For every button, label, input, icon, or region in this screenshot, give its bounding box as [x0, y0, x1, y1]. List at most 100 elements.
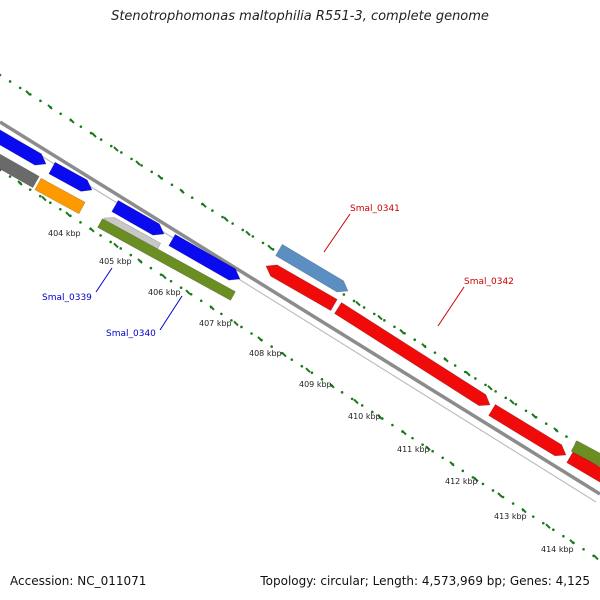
- inner-dotted-guide: [310, 371, 314, 375]
- inner-tick-mark: [233, 320, 239, 327]
- inner-dotted-guide: [421, 443, 424, 446]
- outer-dotted-guide: [342, 293, 346, 296]
- outer-tick-mark: [223, 216, 229, 222]
- outer-tick-mark: [113, 146, 119, 152]
- gene-label: Smal_0339: [42, 293, 92, 303]
- outer-tick-mark: [267, 244, 273, 251]
- inner-tick-mark: [425, 445, 431, 451]
- gene-red: [566, 450, 600, 483]
- inner-dotted-guide: [552, 528, 555, 531]
- inner-dotted-guide: [119, 247, 123, 250]
- outer-dotted-guide: [413, 338, 417, 342]
- gene-blue: [0, 129, 47, 166]
- label-leader-line: [437, 286, 465, 327]
- tick-label: 413 kbp: [494, 512, 527, 521]
- inner-tick-mark: [497, 492, 503, 498]
- inner-tick-mark: [473, 476, 479, 483]
- inner-dotted-guide: [441, 456, 444, 460]
- inner-dotted-guide: [582, 548, 585, 551]
- inner-tick-mark: [41, 195, 47, 202]
- label-leader-line: [159, 295, 183, 331]
- dotted-guides: [0, 73, 599, 561]
- outer-tick-mark: [487, 385, 493, 391]
- inner-dotted-guide: [169, 279, 173, 283]
- outer-dotted-guide: [39, 99, 42, 103]
- gene-label: Smal_0340: [106, 329, 156, 339]
- gene-smal-0341: [275, 244, 349, 293]
- outer-tick-mark: [135, 160, 141, 166]
- outer-tick-mark: [509, 399, 515, 405]
- outer-dotted-guide: [99, 138, 103, 141]
- outer-dotted-guide: [211, 209, 214, 212]
- outer-dotted-guide: [59, 112, 62, 116]
- outer-dotted-guide: [393, 325, 396, 329]
- inner-tick-mark: [281, 351, 287, 358]
- map-title: Stenotrophomonas maltophilia R551-3, com…: [111, 9, 489, 24]
- gene-features: [0, 129, 600, 483]
- tick-label: 414 kbp: [541, 545, 574, 554]
- tick-label: 412 kbp: [445, 477, 478, 486]
- inner-dotted-guide: [59, 207, 62, 211]
- outer-dotted-guide: [352, 299, 356, 303]
- tick-label: 405 kbp: [99, 257, 132, 266]
- backbone-line: [0, 120, 600, 496]
- inner-dotted-guide: [149, 266, 153, 270]
- inner-dotted-guide: [360, 404, 364, 407]
- inner-dotted-guide: [230, 319, 233, 322]
- outer-dotted-guide: [130, 157, 133, 161]
- outer-tick-mark: [399, 328, 405, 335]
- inner-tick-mark: [305, 367, 311, 373]
- outer-tick-mark: [245, 230, 251, 237]
- label-leader-line: [323, 213, 351, 253]
- summary-text: Topology: circular; Length: 4,573,969 bp…: [260, 574, 590, 588]
- inner-dotted-guide: [511, 502, 515, 505]
- outer-dotted-guide: [170, 183, 174, 187]
- gene-labels: Smal_0339 Smal_0340 Smal_0341 Smal_0342: [42, 204, 514, 339]
- outer-tick-mark: [443, 356, 449, 363]
- gene-gray: [0, 153, 40, 189]
- outer-dotted-guide: [140, 164, 143, 167]
- outer-tick-mark: [553, 427, 559, 433]
- outer-tick-mark: [421, 342, 427, 349]
- outer-dotted-guide: [504, 396, 508, 400]
- outer-tick-mark: [201, 202, 207, 208]
- outer-dotted-guide: [190, 196, 194, 199]
- outer-dotted-guide: [18, 86, 22, 90]
- gene-blue: [111, 199, 165, 236]
- gene-smal-0342: [334, 302, 491, 406]
- outer-dotted-guide: [372, 312, 376, 316]
- gene-orange: [34, 177, 86, 215]
- outer-dotted-guide: [221, 215, 224, 219]
- inner-tick-mark: [65, 211, 71, 217]
- outer-dotted-guide: [362, 306, 366, 309]
- inner-dotted-guide: [199, 299, 203, 303]
- outer-dotted-guide: [524, 409, 528, 413]
- outer-dotted-guide: [494, 390, 497, 393]
- inner-tick-mark: [593, 554, 599, 561]
- outer-dotted-guide: [8, 80, 12, 83]
- tick-label: 404 kbp: [48, 229, 81, 238]
- outer-dotted-guide: [109, 144, 113, 148]
- gene-blue: [168, 233, 241, 281]
- inner-dotted-guide: [542, 521, 545, 525]
- tick-label: 407 kbp: [199, 319, 232, 328]
- inner-dotted-guide: [8, 175, 12, 178]
- inner-dotted-guide: [320, 377, 324, 381]
- inner-dotted-guide: [350, 397, 354, 401]
- outer-tick-mark: [69, 118, 75, 124]
- gene-olive: [97, 218, 236, 301]
- inner-dotted-guide: [531, 515, 535, 518]
- gene-olive: [570, 440, 600, 468]
- outer-dotted-guide: [453, 364, 457, 367]
- inner-dotted-guide: [562, 534, 565, 538]
- inner-dotted-guide: [240, 325, 243, 329]
- label-leader-line: [95, 267, 113, 293]
- tick-label: 406 kbp: [148, 288, 181, 297]
- outer-dotted-guide: [79, 125, 83, 128]
- outer-dotted-guide: [241, 228, 245, 232]
- outer-dotted-guide: [120, 151, 123, 154]
- inner-tick-mark: [209, 305, 215, 311]
- outer-dotted-guide: [251, 235, 255, 238]
- outer-tick-mark: [91, 132, 97, 138]
